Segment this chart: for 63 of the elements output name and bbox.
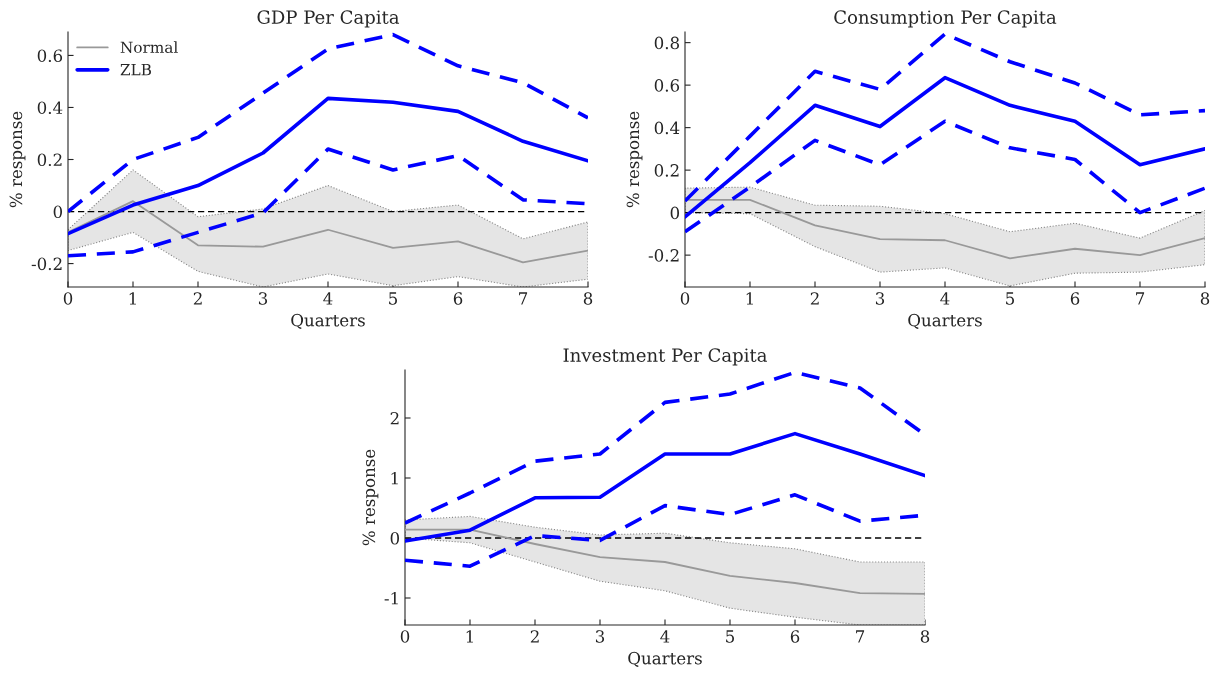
x-tick-label: 2 <box>193 292 202 305</box>
x-tick-label: 3 <box>875 292 885 305</box>
x-tick-label: 8 <box>920 630 930 643</box>
x-tick-label: 0 <box>63 292 73 305</box>
x-tick-label: 5 <box>726 630 735 643</box>
y-tick-label: -0.2 <box>648 249 679 262</box>
x-tick-label: 7 <box>519 292 528 305</box>
y-tick-label: 0.6 <box>37 49 63 62</box>
y-axis-title: % response <box>626 111 643 208</box>
y-tick-label: -1 <box>384 591 398 605</box>
x-tick-label: 7 <box>1136 292 1145 305</box>
x-axis-title: Quarters <box>628 651 702 667</box>
y-tick-label: 0.4 <box>37 101 63 115</box>
x-tick-label: 2 <box>530 630 539 643</box>
x-tick-label: 1 <box>746 292 753 305</box>
x-tick-label: 4 <box>323 292 333 305</box>
x-tick-label: 6 <box>1070 292 1080 305</box>
x-tick-label: 5 <box>389 292 398 305</box>
y-tick-label: 0 <box>53 205 63 219</box>
y-tick-label: 0.6 <box>654 79 680 92</box>
x-tick-label: 4 <box>660 630 670 643</box>
x-tick-label: 3 <box>595 630 605 643</box>
y-tick-label: 2 <box>390 411 399 425</box>
line-series <box>685 32 1205 203</box>
line-series <box>68 32 588 214</box>
x-tick-label: 8 <box>583 292 593 305</box>
line-series <box>68 96 588 236</box>
legend-label: ZLB <box>120 64 151 76</box>
chart-title: GDP Per Capita <box>257 10 400 28</box>
x-tick-label: 1 <box>129 292 136 305</box>
x-tick-label: 6 <box>453 292 463 305</box>
line-series <box>405 528 925 595</box>
y-axis-title: % response <box>9 111 26 208</box>
legend-label: Normal <box>120 41 178 53</box>
line-series <box>685 198 1205 260</box>
x-tick-label: 6 <box>790 630 800 643</box>
chart-title: Investment Per Capita <box>563 348 767 366</box>
x-tick-label: 8 <box>1200 292 1210 305</box>
x-tick-label: 7 <box>856 630 865 643</box>
line-series <box>405 431 925 543</box>
y-tick-label: 0 <box>670 206 680 220</box>
x-axis-title: Quarters <box>908 313 982 329</box>
x-tick-label: 4 <box>940 292 950 305</box>
y-tick-label: -0.2 <box>31 257 62 271</box>
x-tick-label: 0 <box>680 292 690 305</box>
y-tick-label: 0.8 <box>654 36 680 50</box>
y-tick-label: 0 <box>390 531 400 545</box>
line-series <box>685 75 1205 219</box>
chart-title: Consumption Per Capita <box>834 10 1057 28</box>
y-tick-label: 0.2 <box>654 164 679 177</box>
x-tick-label: 2 <box>810 292 819 305</box>
x-tick-label: 5 <box>1006 292 1015 305</box>
line-series <box>68 200 588 264</box>
x-tick-label: 1 <box>466 630 473 643</box>
x-tick-label: 3 <box>258 292 268 305</box>
y-tick-label: 0.4 <box>654 121 680 135</box>
y-axis-title: % response <box>362 449 379 546</box>
y-tick-label: 1 <box>391 471 398 485</box>
y-tick-label: 0.2 <box>37 153 62 167</box>
line-series <box>685 119 1205 234</box>
x-tick-label: 0 <box>400 630 410 643</box>
line-series <box>68 147 588 258</box>
x-axis-title: Quarters <box>291 313 365 329</box>
